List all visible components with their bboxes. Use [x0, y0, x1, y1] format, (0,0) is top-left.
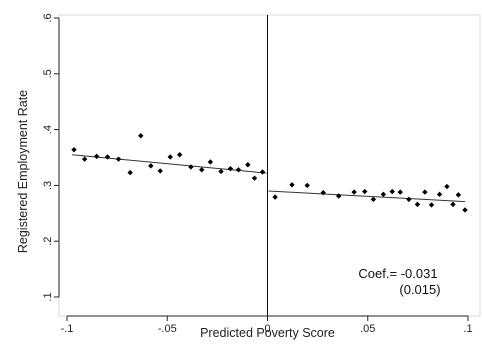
data-point	[428, 202, 435, 208]
data-point	[199, 167, 205, 173]
data-point	[259, 169, 266, 175]
y-tick-label: .6	[42, 13, 54, 22]
data-point	[251, 175, 258, 181]
data-point	[157, 168, 163, 174]
data-point	[167, 154, 173, 160]
data-point	[422, 189, 428, 195]
data-point	[272, 194, 278, 200]
data-point	[115, 156, 122, 162]
standard-error-annotation: (0.015)	[399, 282, 440, 297]
data-point	[362, 188, 368, 195]
data-point	[188, 164, 194, 170]
data-point	[370, 196, 377, 203]
x-tick-label: .05	[360, 323, 375, 335]
y-tick-label: .3	[42, 181, 54, 190]
data-point	[389, 188, 395, 195]
y-tick-label: .4	[42, 125, 54, 134]
data-point	[138, 133, 144, 139]
y-tick-label: .5	[42, 69, 54, 78]
data-point	[207, 159, 214, 165]
x-axis-title: Predicted Poverty Score	[200, 326, 335, 340]
data-point	[380, 191, 387, 198]
data-point	[289, 182, 295, 188]
x-tick-label: -.1	[61, 323, 74, 335]
data-point	[414, 201, 421, 208]
fit-line-left	[71, 154, 267, 174]
data-point	[218, 168, 224, 175]
x-tick-label: -.05	[158, 323, 177, 335]
fit-line-right	[268, 190, 466, 203]
data-point	[462, 207, 468, 213]
data-point	[351, 189, 357, 195]
data-point	[235, 167, 242, 173]
data-point	[104, 154, 111, 160]
data-point	[245, 162, 251, 168]
data-point	[127, 169, 133, 176]
data-point	[320, 189, 326, 196]
data-point	[71, 146, 77, 153]
data-point	[93, 153, 100, 160]
data-point	[406, 196, 412, 203]
data-point	[148, 163, 154, 169]
data-point	[335, 193, 342, 199]
x-tick-label: 0	[264, 323, 270, 335]
data-point	[176, 152, 183, 158]
data-point	[455, 192, 462, 198]
data-point	[304, 182, 310, 189]
data-point	[397, 189, 403, 195]
y-tick-label: .1	[42, 292, 54, 301]
data-point	[81, 156, 88, 162]
x-tick-label: .1	[463, 323, 472, 335]
data-point	[436, 191, 443, 198]
data-point	[444, 183, 450, 190]
coefficient-annotation: Coef.= -0.031	[358, 266, 437, 281]
data-point	[227, 165, 234, 172]
y-axis-title: Registered Employment Rate	[16, 90, 30, 253]
y-tick-label: .2	[42, 237, 54, 246]
data-point	[450, 201, 456, 208]
